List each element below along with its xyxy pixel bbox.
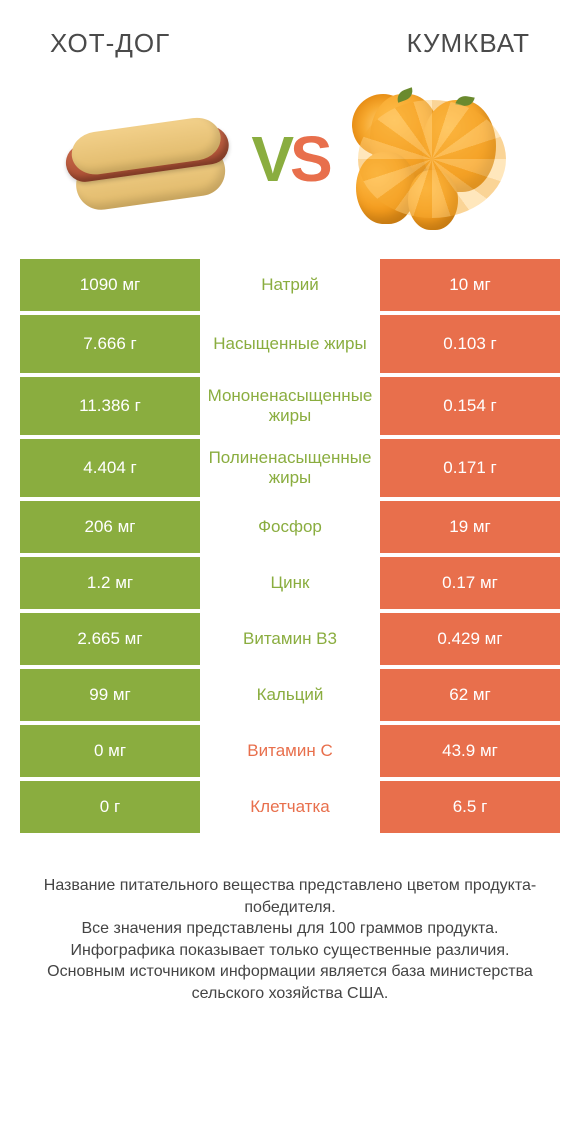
footer-line: Все значения представлены для 100 граммо… — [30, 918, 550, 940]
value-left: 1.2 мг — [20, 557, 200, 609]
title-left: ХОТ-ДОГ — [50, 28, 170, 59]
table-row: 2.665 мгВитамин B30.429 мг — [20, 613, 560, 665]
nutrient-label: Фосфор — [200, 501, 380, 553]
nutrient-label: Кальций — [200, 669, 380, 721]
kumquat-image — [347, 99, 517, 219]
value-left: 7.666 г — [20, 315, 200, 373]
value-right: 0.154 г — [380, 377, 560, 435]
footer-line: Инфографика показывает только существенн… — [30, 940, 550, 962]
value-left: 11.386 г — [20, 377, 200, 435]
footer-line: Название питательного вещества представл… — [30, 875, 550, 918]
value-right: 43.9 мг — [380, 725, 560, 777]
header: ХОТ-ДОГ КУМКВАТ — [0, 0, 580, 69]
footer-note: Название питательного вещества представл… — [30, 875, 550, 1005]
nutrient-label: Цинк — [200, 557, 380, 609]
value-left: 2.665 мг — [20, 613, 200, 665]
nutrient-label: Полиненасыщенные жиры — [200, 439, 380, 497]
table-row: 7.666 гНасыщенные жиры0.103 г — [20, 315, 560, 373]
footer-line: Основным источником информации является … — [30, 961, 550, 1004]
comparison-table: 1090 мгНатрий10 мг7.666 гНасыщенные жиры… — [20, 259, 560, 833]
table-row: 1.2 мгЦинк0.17 мг — [20, 557, 560, 609]
table-row: 0 мгВитамин C43.9 мг — [20, 725, 560, 777]
vs-label: VS — [251, 122, 328, 196]
nutrient-label: Натрий — [200, 259, 380, 311]
title-right: КУМКВАТ — [407, 28, 530, 59]
value-left: 4.404 г — [20, 439, 200, 497]
nutrient-label: Витамин C — [200, 725, 380, 777]
value-left: 206 мг — [20, 501, 200, 553]
hero: VS — [0, 69, 580, 259]
value-right: 6.5 г — [380, 781, 560, 833]
table-row: 206 мгФосфор19 мг — [20, 501, 560, 553]
table-row: 4.404 гПолиненасыщенные жиры0.171 г — [20, 439, 560, 497]
table-row: 11.386 гМононенасыщенные жиры0.154 г — [20, 377, 560, 435]
value-left: 1090 мг — [20, 259, 200, 311]
value-left: 99 мг — [20, 669, 200, 721]
value-right: 0.429 мг — [380, 613, 560, 665]
value-left: 0 г — [20, 781, 200, 833]
hotdog-image — [63, 99, 233, 219]
value-right: 0.17 мг — [380, 557, 560, 609]
nutrient-label: Мононенасыщенные жиры — [200, 377, 380, 435]
vs-s: S — [290, 123, 329, 195]
nutrient-label: Насыщенные жиры — [200, 315, 380, 373]
value-right: 0.171 г — [380, 439, 560, 497]
vs-v: V — [251, 123, 290, 195]
nutrient-label: Клетчатка — [200, 781, 380, 833]
value-right: 19 мг — [380, 501, 560, 553]
value-right: 10 мг — [380, 259, 560, 311]
table-row: 1090 мгНатрий10 мг — [20, 259, 560, 311]
value-right: 62 мг — [380, 669, 560, 721]
table-row: 0 гКлетчатка6.5 г — [20, 781, 560, 833]
value-right: 0.103 г — [380, 315, 560, 373]
value-left: 0 мг — [20, 725, 200, 777]
table-row: 99 мгКальций62 мг — [20, 669, 560, 721]
nutrient-label: Витамин B3 — [200, 613, 380, 665]
